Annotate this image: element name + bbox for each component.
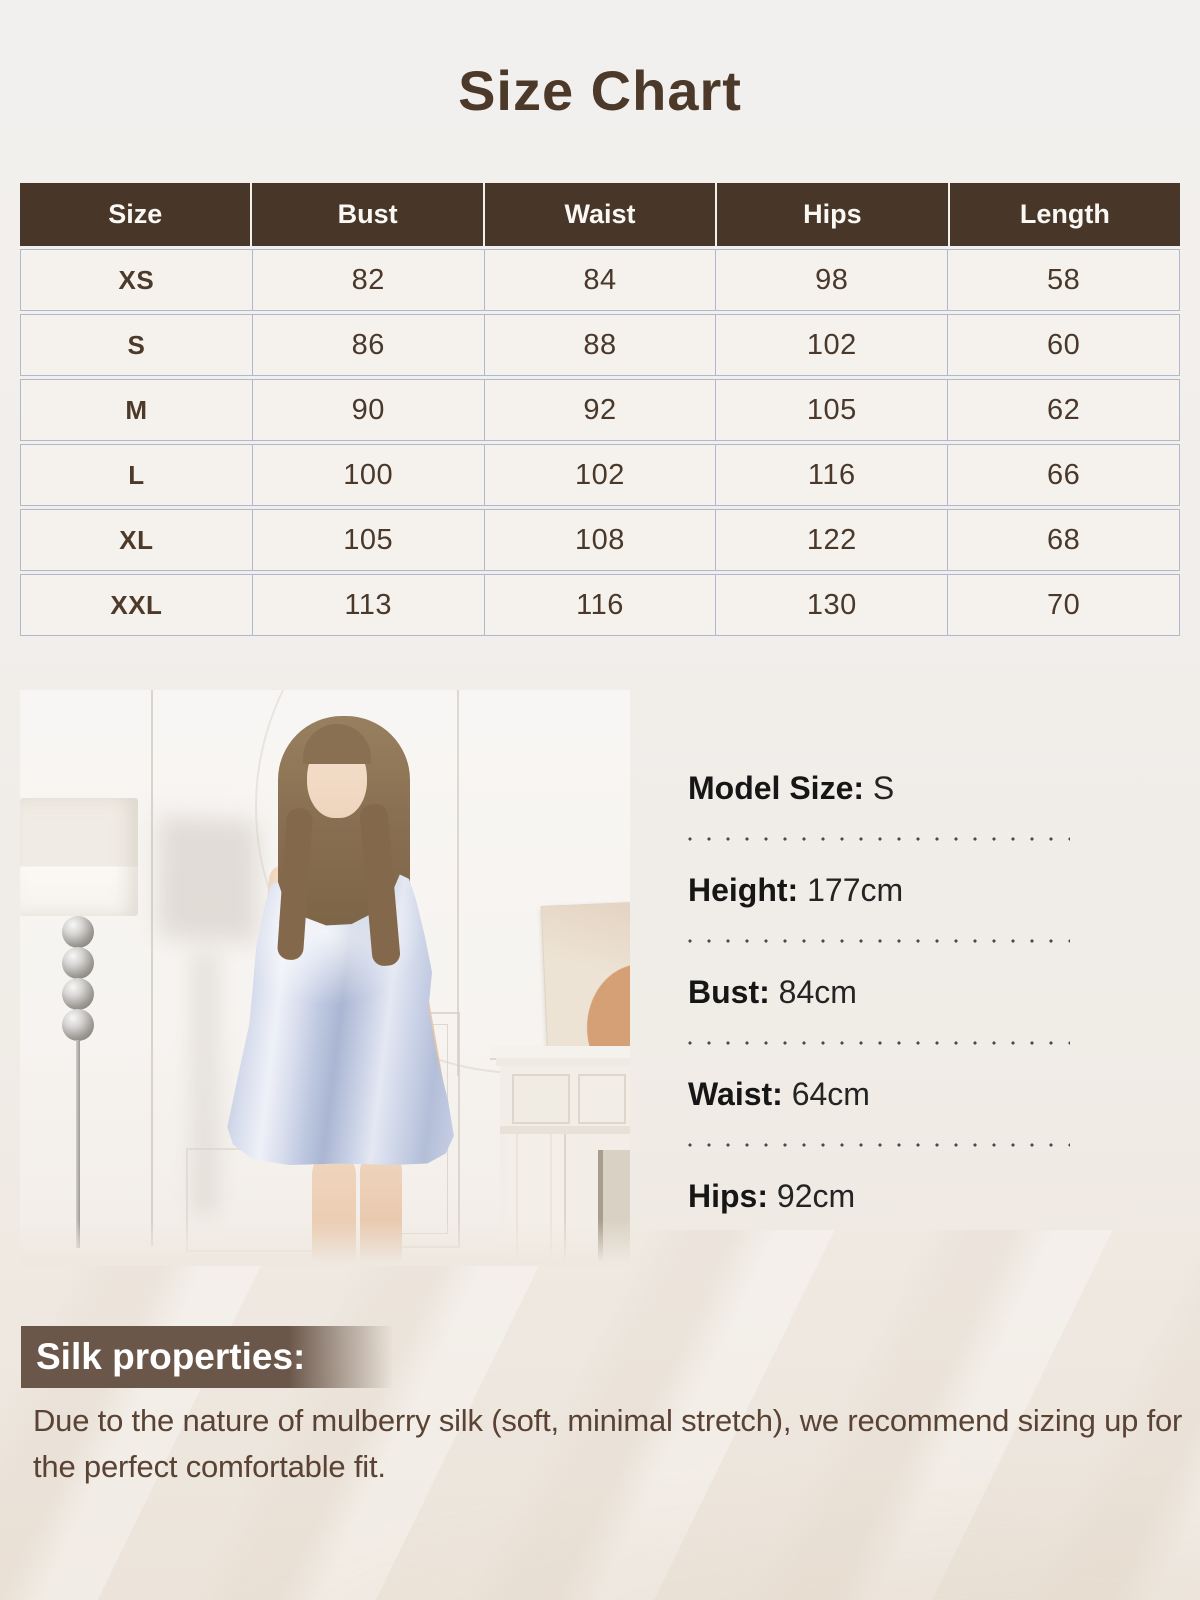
hips-value: 105 <box>716 379 949 441</box>
silk-properties-heading-text: Silk properties: <box>36 1336 306 1377</box>
mantel-shelf-step <box>496 1058 630 1066</box>
model-leg-left <box>312 1152 356 1266</box>
column-header-size: Size <box>20 183 253 246</box>
model-info-panel: Model Size: S Height: 177cm Bust: 84cm W… <box>688 765 1070 1219</box>
waist-value: 116 <box>484 574 717 636</box>
waist-value: 88 <box>484 314 717 376</box>
wall-corner-line <box>457 690 459 1076</box>
model-info-value: 84cm <box>778 974 857 1010</box>
page-title: Size Chart <box>458 59 742 122</box>
table-row-xxl: XXL 113 116 130 70 <box>20 574 1180 636</box>
lamp-chrome-sphere <box>62 978 94 1010</box>
table-row-xl: XL 105 108 122 68 <box>20 509 1180 571</box>
waist-value: 84 <box>484 249 717 311</box>
silk-properties-text: Due to the nature of mulberry silk (soft… <box>33 1403 1183 1484</box>
waist-value: 92 <box>484 379 717 441</box>
hips-value: 116 <box>716 444 949 506</box>
column-header-bust: Bust <box>252 183 485 246</box>
size-label: M <box>20 379 253 441</box>
table-row-xs: XS 82 84 98 58 <box>20 249 1180 311</box>
table-row-l: L 100 102 116 66 <box>20 444 1180 506</box>
model-info-label: Height: <box>688 872 799 908</box>
bust-value: 90 <box>252 379 485 441</box>
hips-value: 102 <box>716 314 949 376</box>
waist-value: 102 <box>484 444 717 506</box>
lamp-pole-shadow <box>192 952 218 1214</box>
model-info-item: Model Size: S <box>688 765 1070 811</box>
column-header-length: Length <box>1019 199 1110 229</box>
lamp-shadow <box>158 815 258 943</box>
column-header-hips: Hips <box>717 183 950 246</box>
dotted-divider <box>688 939 1070 943</box>
table-row-s: S 86 88 102 60 <box>20 314 1180 376</box>
fireplace-opening <box>598 1150 630 1266</box>
length-value: 60 <box>948 314 1180 376</box>
size-label: L <box>20 444 253 506</box>
lamp-pole <box>76 1040 80 1248</box>
bust-value: 113 <box>252 574 485 636</box>
bust-value: 105 <box>252 509 485 571</box>
model-photo <box>20 690 630 1266</box>
length-value: 62 <box>948 379 1180 441</box>
dotted-divider <box>688 1143 1070 1147</box>
model-info-value: 177cm <box>807 872 904 908</box>
model-info-item: Hips: 92cm <box>688 1173 1070 1219</box>
model-info-label: Bust: <box>688 974 770 1010</box>
dotted-divider <box>688 837 1070 841</box>
model-info-item: Height: 177cm <box>688 867 1070 913</box>
hips-value: 122 <box>716 509 949 571</box>
wall-edge-line <box>151 690 153 1246</box>
model-info-value: 92cm <box>776 1178 856 1214</box>
lamp-chrome-sphere <box>62 916 94 948</box>
model-info-value: 64cm <box>791 1076 870 1112</box>
floor-lamp-shade <box>20 798 138 916</box>
size-label: XS <box>20 249 253 311</box>
abstract-canvas-art <box>540 902 630 1054</box>
mantel-pilaster <box>506 1134 566 1266</box>
length-value: 68 <box>948 509 1180 571</box>
table-row-m: M 90 92 105 62 <box>20 379 1180 441</box>
lamp-chrome-sphere <box>62 1009 94 1041</box>
model-info-item: Bust: 84cm <box>688 969 1070 1015</box>
bust-value: 82 <box>252 249 485 311</box>
model-leg-right <box>360 1150 402 1266</box>
size-table-header-row: Size Bust Waist Hips Length <box>20 183 1180 246</box>
size-label: XXL <box>20 574 253 636</box>
mantel-panel <box>512 1074 570 1124</box>
mantel-band <box>500 1126 630 1134</box>
model-info-label: Waist: <box>688 1076 783 1112</box>
column-header-waist: Waist <box>485 183 718 246</box>
model-info-item: Waist: 64cm <box>688 1071 1070 1117</box>
length-value: 58 <box>948 249 1180 311</box>
lamp-chrome-sphere <box>62 947 94 979</box>
size-table: Size Bust Waist Hips Length XS 82 84 98 … <box>20 183 1180 636</box>
length-value: 66 <box>948 444 1180 506</box>
bust-value: 86 <box>252 314 485 376</box>
bust-value: 100 <box>252 444 485 506</box>
model-info-label: Hips: <box>688 1178 768 1214</box>
model-info-label: Model Size: <box>688 770 865 806</box>
hips-value: 130 <box>716 574 949 636</box>
size-label: S <box>20 314 253 376</box>
waist-value: 108 <box>484 509 717 571</box>
silk-properties-heading: Silk properties: <box>21 1326 393 1388</box>
model-info-value: S <box>872 770 895 806</box>
mantel-panel <box>578 1074 626 1124</box>
dotted-divider <box>688 1041 1070 1045</box>
length-value: 70 <box>948 574 1180 636</box>
size-label: XL <box>20 509 253 571</box>
hips-value: 98 <box>716 249 949 311</box>
